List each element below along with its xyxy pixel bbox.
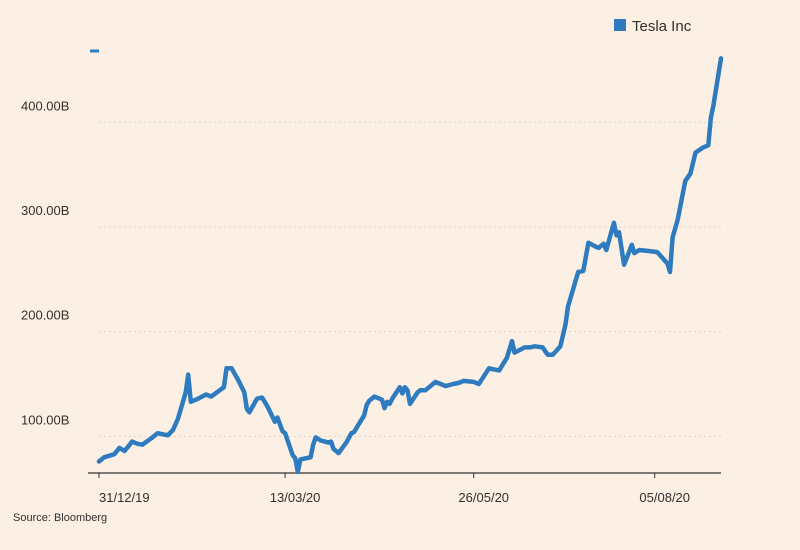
grid-lines [99, 121, 721, 437]
x-tick-label: 31/12/19 [99, 490, 150, 505]
x-tick-label: 26/05/20 [458, 490, 509, 505]
legend-swatch-tesla [614, 19, 626, 31]
series-line-tesla [96, 56, 724, 475]
y-axis: 100.00B 200.00B 300.00B 400.00B [21, 98, 69, 427]
y-tick-label: 300.00B [21, 203, 69, 218]
y-tick-label: 400.00B [21, 98, 69, 113]
series-group [96, 56, 724, 475]
legend-label-tesla: Tesla Inc [632, 18, 692, 35]
x-tick-label: 05/08/20 [639, 490, 690, 505]
y-tick-label: 100.00B [21, 412, 69, 427]
source-note: Source: Bloomberg [13, 512, 107, 524]
x-axis: 31/12/19 13/03/20 26/05/20 05/08/20 [98, 473, 690, 505]
x-tick-label: 13/03/20 [270, 490, 321, 505]
legend[interactable]: Tesla Inc [614, 18, 692, 35]
y-tick-label: 200.00B [21, 308, 69, 323]
